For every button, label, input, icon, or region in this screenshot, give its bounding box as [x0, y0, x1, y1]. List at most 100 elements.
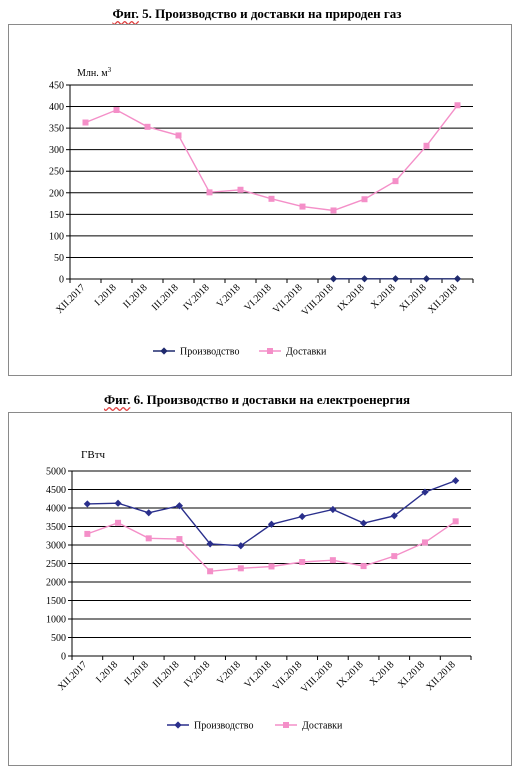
- chart2-y-axis-label: ГВтч: [81, 449, 106, 461]
- chart1-y-tick-label: 250: [49, 167, 64, 178]
- chart2-series-deliveries-point: [299, 559, 306, 566]
- chart1-y-tick-label: 50: [54, 253, 64, 264]
- chart1-legend-deliveries-marker: [267, 348, 273, 354]
- chart2-series-deliveries-point: [237, 565, 244, 572]
- chart2-y-tick-label: 2000: [46, 578, 66, 589]
- chart2-series-production-point: [359, 519, 368, 527]
- chart2-y-tick-label: 5000: [46, 467, 66, 478]
- chart2-series-deliveries-point: [84, 530, 91, 537]
- chart2-y-tick-label: 2500: [46, 559, 66, 570]
- chart1-series-production-point: [391, 275, 400, 283]
- chart1-y-tick-label: 400: [49, 102, 64, 113]
- chart2-series-deliveries-point: [145, 535, 152, 542]
- chart2-y-tick-label: 4500: [46, 485, 66, 496]
- chart2-frame: 0 500 1000 1500 2000 2500 3000 3500 4000 4500 5000…: [8, 412, 512, 766]
- chart1-series-production-point: [422, 275, 431, 283]
- chart1-legend-production-marker: [160, 347, 168, 355]
- chart2-series-production-point: [329, 505, 337, 514]
- chart1-x-tick-label: VIII.2018: [300, 282, 336, 318]
- chart1-y-tick-label: 450: [49, 81, 64, 92]
- chart1-y-tick-label: 100: [49, 231, 64, 242]
- chart2-x-tick-label: III.2018: [151, 659, 182, 690]
- chart2-y-tick-label: 1000: [46, 615, 66, 626]
- chart2-x-tick-label: IV.2018: [182, 659, 212, 689]
- chart2-series-deliveries-point: [360, 563, 367, 570]
- chart1-x-tick-label: XII.2017: [54, 282, 88, 316]
- chart1-series-deliveries-point: [423, 142, 430, 149]
- chart1-y-tick-label: 350: [49, 124, 64, 135]
- chart2-series-deliveries-point: [391, 553, 398, 560]
- chart1-x-tick-label: IX.2018: [335, 282, 366, 313]
- chart1-y-tick-label: 200: [49, 188, 64, 199]
- chart1-series-production-point: [360, 275, 369, 283]
- chart1-y-axis-label: Млн. м3: [77, 66, 112, 79]
- chart2-series-production-point: [298, 512, 306, 521]
- chart2-series-deliveries-point: [207, 568, 214, 575]
- chart2-series-production-point: [114, 499, 122, 507]
- chart1-y-tick-label: 300: [49, 145, 64, 156]
- chart2-x-tick-label: VIII.2018: [299, 659, 335, 695]
- chart2-x-tick-label: VI.2018: [242, 659, 273, 690]
- chart1-title: Фиг. 5. Производство и доставки на приро…: [0, 6, 514, 22]
- chart2-y-tick-label: 0: [61, 652, 66, 663]
- chart1-title-prefix: Фиг.: [112, 6, 139, 21]
- chart1-series-deliveries-point: [144, 123, 151, 130]
- chart2-y-tick-label: 3000: [46, 541, 66, 552]
- chart2-x-tick-label: XII.2018: [424, 659, 458, 693]
- chart1-series-production-point: [329, 275, 338, 283]
- chart1-legend-production-label: Производство: [180, 347, 239, 358]
- chart2-series-production-point: [237, 542, 245, 550]
- chart1-title-text: 5. Производство и доставки на природен г…: [138, 6, 402, 21]
- chart2-y-tick-label: 1500: [46, 596, 66, 607]
- chart2-series-deliveries-point: [268, 563, 275, 570]
- chart2-series-production-point: [452, 477, 460, 485]
- chart1-series-deliveries-line: [85, 104, 459, 212]
- chart1-series-deliveries-point: [392, 178, 399, 185]
- chart1-x-tick-label: XI.2018: [397, 282, 428, 313]
- chart2-series-deliveries-point: [452, 518, 459, 525]
- chart2-series-production-point: [206, 540, 214, 548]
- chart1-x-tick-label: VI.2018: [242, 282, 273, 313]
- chart1-series-deliveries-point: [206, 189, 213, 196]
- chart1-series-deliveries-point: [361, 196, 368, 203]
- chart1-series-deliveries-point: [330, 207, 337, 214]
- chart2-y-tick-label: 3500: [46, 522, 66, 533]
- chart1-series-deliveries-point: [113, 107, 120, 114]
- chart2-title-text: 6. Производство и доставки на електроене…: [130, 392, 411, 407]
- chart1-x-tick-label: IV.2018: [181, 282, 211, 312]
- chart2-title: Фиг. 6. Производство и доставки на елект…: [0, 392, 514, 408]
- chart1-series-deliveries-point: [175, 132, 182, 139]
- chart1-x-tick-label: V.2018: [215, 282, 243, 310]
- chart2-legend-deliveries-label: Доставки: [302, 721, 343, 732]
- chart1-series-deliveries-point: [237, 186, 244, 193]
- chart1-series-deliveries-point: [82, 119, 89, 126]
- chart2-y-tick-label: 4000: [46, 504, 66, 515]
- chart1-svg: 0 50 100 150 200 250 300 350 400 450 XII.2017 I.201…: [49, 66, 474, 358]
- chart1-x-tick-label: II.2018: [121, 282, 149, 310]
- chart2-legend-production-marker: [174, 721, 182, 729]
- chart1-x-tick-label: III.2018: [150, 282, 181, 313]
- chart2-legend-production-label: Производство: [194, 721, 253, 732]
- chart2-series-production-point: [83, 500, 91, 508]
- chart1-x-tick-label: X.2018: [369, 282, 398, 311]
- chart1-series-deliveries-point: [299, 203, 306, 210]
- chart2-series-deliveries-point: [421, 539, 428, 546]
- chart1-y-tick-label: 0: [59, 275, 64, 286]
- chart2-series-deliveries-point: [329, 557, 336, 564]
- chart2-x-tick-label: II.2018: [122, 659, 150, 687]
- chart1-legend-deliveries-label: Доставки: [286, 347, 327, 358]
- chart2-x-tick-label: I.2018: [94, 659, 120, 685]
- chart2-svg: 0 500 1000 1500 2000 2500 3000 3500 4000 4500 5000…: [46, 449, 472, 732]
- chart1-series-deliveries-point: [268, 195, 275, 202]
- chart2-x-tick-label: XI.2018: [396, 659, 427, 690]
- chart2-series-deliveries-point: [176, 536, 183, 543]
- chart2-x-tick-label: V.2018: [215, 659, 243, 687]
- chart1-x-tick-label: XII.2018: [426, 282, 460, 316]
- chart1-series-production-point: [453, 275, 462, 283]
- chart2-x-tick-label: XII.2017: [56, 659, 90, 693]
- chart2-legend-deliveries-marker: [283, 722, 289, 728]
- chart1-series-deliveries-point: [454, 102, 461, 109]
- chart1-frame: 0 50 100 150 200 250 300 350 400 450 XII.2017 I.201…: [8, 24, 512, 376]
- chart2-y-tick-label: 500: [51, 633, 66, 644]
- chart2-title-prefix: Фиг.: [103, 392, 131, 407]
